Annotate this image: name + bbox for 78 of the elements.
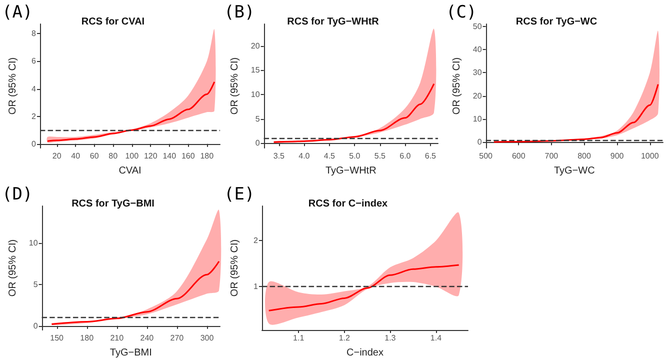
x-axis-title: TyG−BMI — [110, 348, 152, 358]
x-tick-label: 500 — [479, 152, 494, 160]
y-tick-label: 20 — [250, 41, 260, 50]
text: (E) — [224, 184, 255, 204]
chart-title: RCS for TyG−WHtR — [287, 16, 380, 28]
x-tick-label: 3.5 — [273, 152, 286, 160]
x-tick-label: 5.5 — [374, 152, 386, 160]
x-tick-label: 800 — [578, 152, 592, 160]
y-axis-title: OR (95% CI) — [8, 239, 18, 297]
x-tick-label: 120 — [144, 152, 158, 160]
y-tick-label: 10 — [250, 90, 260, 100]
y-tick-label: 20 — [472, 91, 482, 100]
y-axis-title: OR (95% CI) — [230, 57, 240, 115]
x-axis-title: TyG−WC — [554, 166, 595, 176]
y-tick-label: 0 — [477, 138, 482, 147]
x-tick-label: 1.4 — [430, 334, 442, 342]
y-tick-label: 30 — [472, 68, 482, 78]
y-tick-label: 2 — [254, 236, 259, 246]
y-tick-label: 10 — [28, 238, 38, 248]
x-tick-label: 4.0 — [298, 152, 310, 160]
line-series — [46, 81, 216, 142]
chart-title: RCS for TyG−BMI — [72, 198, 155, 210]
line-series — [268, 264, 460, 312]
x-axis-title: CVAI — [118, 166, 142, 176]
x-tick-label: 160 — [181, 152, 196, 160]
y-tick-label: 5 — [255, 114, 260, 124]
x-tick-label: 6.5 — [424, 152, 437, 160]
line-series — [493, 84, 659, 143]
y-axis-title: OR (95% CI) — [452, 57, 462, 115]
x-tick-label: 40 — [71, 152, 81, 160]
x-tick-label: 4.5 — [324, 152, 336, 160]
y-tick-label: 5 — [33, 280, 38, 290]
y-tick-label: 4 — [32, 84, 37, 94]
x-tick-label: 1.1 — [293, 334, 305, 342]
x-tick-label: 150 — [50, 334, 64, 342]
y-tick-label: 10 — [472, 114, 482, 124]
y-axis-title: OR (95% CI) — [8, 57, 18, 115]
y-tick-label: 0 — [33, 321, 38, 330]
x-tick-label: 270 — [170, 334, 184, 342]
chart-title: RCS for C−index — [308, 198, 388, 210]
x-tick-label: 180 — [200, 152, 214, 160]
y-tick-label: 0 — [32, 139, 37, 148]
y-tick-label: 1 — [254, 282, 259, 292]
x-tick-label: 140 — [162, 152, 177, 160]
y-tick-label: 2 — [32, 112, 37, 121]
x-tick-label: 180 — [80, 334, 94, 342]
x-tick-label: 300 — [200, 334, 214, 342]
text: (C) — [446, 2, 477, 22]
x-axis-title: C−index — [346, 348, 384, 358]
x-tick-label: 600 — [512, 152, 526, 160]
y-axis-title: OR (95% CI) — [230, 239, 240, 297]
x-tick-label: 1000 — [640, 152, 660, 160]
y-tick-label: 8 — [32, 29, 37, 38]
y-tick-label: 50 — [472, 22, 482, 31]
x-tick-label: 60 — [90, 152, 100, 160]
x-tick-label: 240 — [140, 334, 154, 342]
x-tick-label: 1.2 — [338, 334, 351, 342]
x-tick-label: 80 — [108, 152, 118, 160]
x-tick-label: 5.0 — [349, 152, 361, 160]
x-tick-label: 6.0 — [400, 152, 412, 160]
line-series — [51, 260, 220, 325]
x-axis-title: TyG−WHtR — [325, 166, 376, 176]
text: (A) — [2, 2, 33, 22]
y-tick-label: 6 — [32, 56, 37, 66]
line-series — [273, 83, 435, 143]
x-tick-label: 700 — [544, 152, 559, 160]
x-tick-label: 210 — [110, 334, 124, 342]
text: (D) — [2, 184, 33, 204]
x-tick-label: 20 — [52, 152, 62, 160]
x-tick-label: 1.3 — [384, 334, 396, 342]
y-tick-label: 0 — [255, 138, 260, 148]
chart-title: RCS for CVAI — [81, 16, 145, 28]
chart-title: RCS for TyG−WC — [516, 16, 598, 28]
x-tick-label: 900 — [610, 152, 624, 160]
y-tick-label: 40 — [472, 44, 482, 54]
x-tick-label: 100 — [125, 152, 140, 160]
text: (B) — [224, 2, 255, 22]
y-tick-label: 15 — [250, 66, 260, 75]
